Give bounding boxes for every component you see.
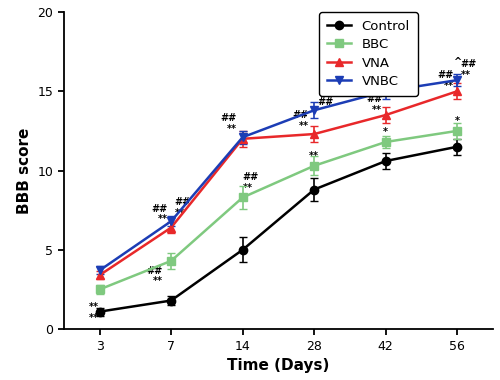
Text: ##
**: ## **: [220, 113, 237, 134]
Text: ##
**: ## **: [461, 59, 477, 80]
Text: **: **: [89, 302, 99, 312]
Text: ^: ^: [453, 57, 462, 67]
Text: ##
**: ## **: [174, 197, 191, 218]
Text: *: *: [383, 127, 388, 137]
X-axis label: Time (Days): Time (Days): [227, 358, 330, 373]
Text: ##
**: ## **: [438, 70, 454, 91]
Text: **: **: [309, 151, 319, 161]
Text: ##
**: ## **: [146, 266, 162, 287]
Y-axis label: BBB score: BBB score: [17, 127, 32, 214]
Text: **: **: [89, 313, 99, 323]
Text: ##: ##: [318, 97, 334, 107]
Text: ##
**: ## **: [152, 204, 168, 225]
Text: *: *: [455, 116, 460, 126]
Text: ##
**: ## **: [292, 110, 308, 131]
Text: ##
**: ## **: [390, 70, 406, 91]
Legend: Control, BBC, VNA, VNBC: Control, BBC, VNA, VNBC: [320, 12, 418, 96]
Text: ^: ^: [382, 68, 390, 79]
Text: ##
**: ## **: [242, 172, 259, 193]
Text: ##
**: ## **: [366, 94, 382, 115]
